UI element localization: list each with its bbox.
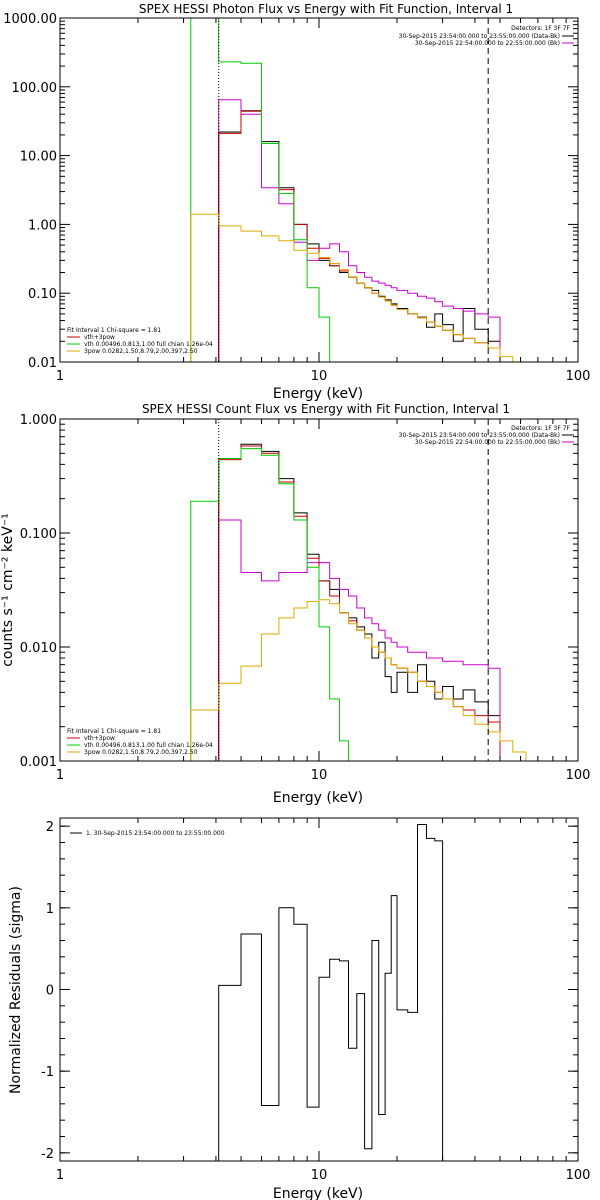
photon-flux-series-vth-0-00496-0-813-1-00-full-chian-1-26e-	[190, 17, 331, 362]
residuals-ytick-label: -1	[41, 1065, 54, 1080]
legend-detectors: Detectors: 1F 3F 7F	[511, 425, 570, 432]
residuals-xtick-label: 100	[566, 1168, 591, 1183]
photon-flux-series-vth-3pow	[218, 110, 501, 362]
legend-fit-interval: Fit Interval 1 Chi-square = 1.81	[67, 728, 161, 735]
residuals-xtick-label: 10	[311, 1168, 328, 1183]
legend-detectors: Detectors: 1F 3F 7F	[511, 25, 570, 32]
photon-flux-ticks: 1 10 100 0.01 0.10 1.00 10.00 100.00 1000.00	[3, 12, 590, 384]
legend-data-interval: 30-Sep-2015 23:54:00.000 to 23:55:00.000…	[399, 33, 560, 40]
photon-flux-ytick-label: 0.01	[28, 356, 57, 371]
count-flux-markers	[218, 419, 489, 761]
count-flux-ylabel: counts s⁻¹ cm⁻² keV⁻¹	[0, 513, 16, 667]
photon-flux-series-data	[218, 110, 501, 362]
count-flux-series-vth-3pow	[218, 445, 501, 761]
legend-pow-label: 3pow 0.0282,1.50,8.79,2.00,397,2.50	[84, 348, 198, 355]
photon-flux-xtick-label: 100	[566, 369, 591, 384]
legend-sum-label: vth+3pow	[84, 334, 115, 341]
count-flux-xtick-label: 10	[311, 768, 328, 783]
photon-flux-panel: SPEX HESSI Photon Flux vs Energy with Fi…	[3, 2, 590, 402]
photon-flux-ytick-label: 1000.00	[3, 12, 57, 27]
legend-data-interval: 30-Sep-2015 23:54:00.000 to 23:55:00.000…	[399, 432, 560, 439]
photon-flux-markers	[218, 18, 489, 362]
legend-vth-label: vth 0.00496,0.813,1.00 full chian 1.26e-…	[84, 742, 213, 749]
photon-flux-ytick-label: 1.00	[28, 218, 57, 233]
count-flux-ytick-label: 1.000	[20, 413, 57, 428]
residuals-ytick-label: 1	[46, 902, 54, 917]
residuals-xlabel: Energy (keV)	[273, 1186, 363, 1200]
residuals-ticks: 1 10 100 -2 -1 0 1 2	[41, 818, 590, 1183]
photon-flux-ytick-label: 0.10	[28, 287, 57, 302]
photon-flux-series-3pow-0-0282-1-50-8-79-2-00-397-2-50	[190, 213, 514, 362]
photon-flux-series	[190, 17, 514, 362]
count-flux-ytick-label: 0.001	[20, 755, 57, 770]
residuals-ytick-label: -2	[41, 1147, 54, 1162]
photon-flux-legend-bottomleft: Fit Interval 1 Chi-square = 1.81 vth+3po…	[67, 327, 213, 355]
legend-sum-label: vth+3pow	[84, 735, 115, 742]
count-flux-xlabel: Energy (keV)	[273, 790, 363, 806]
residuals-ylabel: Normalized Residuals (sigma)	[8, 886, 24, 1094]
photon-flux-ytick-label: 100.00	[12, 81, 58, 96]
count-flux-xtick-label: 1	[56, 768, 64, 783]
legend-pow-label: 3pow 0.0282,1.50,8.79,2.00,397,2.50	[84, 749, 198, 756]
count-flux-series-bk	[218, 519, 501, 761]
photon-flux-xtick-label: 1	[56, 369, 64, 384]
photon-flux-title: SPEX HESSI Photon Flux vs Energy with Fi…	[139, 2, 513, 16]
legend-vth-label: vth 0.00496,0.813,1.00 full chian 1.26e-…	[84, 341, 213, 348]
residuals-series-1-30-sep-2015-23-54-00-000-to-23-55-00-0	[218, 824, 444, 1161]
count-flux-xtick-label: 100	[566, 768, 591, 783]
residuals-xtick-label: 1	[56, 1168, 64, 1183]
legend-fit-interval: Fit Interval 1 Chi-square = 1.81	[67, 327, 161, 334]
count-flux-title: SPEX HESSI Count Flux vs Energy with Fit…	[142, 402, 510, 416]
legend-bk-interval: 30-Sep-2015 22:54:00.000 to 22:55:00.000…	[415, 439, 560, 446]
count-flux-legend-topright: Detectors: 1F 3F 7F 30-Sep-2015 23:54:00…	[399, 425, 574, 446]
count-flux-ytick-label: 0.010	[20, 641, 57, 656]
residuals-ytick-label: 0	[46, 984, 54, 999]
count-flux-ticks: 1 10 100 0.001 0.010 0.100 1.000	[20, 413, 591, 783]
count-flux-series-3pow-0-0282-1-50-8-79-2-00-397-2-50	[190, 599, 538, 762]
legend-bk-interval: 30-Sep-2015 22:54:00.000 to 22:55:00.000…	[415, 40, 560, 47]
photon-flux-legend-topright: Detectors: 1F 3F 7F 30-Sep-2015 23:54:00…	[399, 25, 574, 47]
count-flux-series-vth-0-00496-0-813-1-00-full-chian-1-26e-	[190, 448, 349, 761]
photon-flux-ytick-label: 10.00	[20, 150, 57, 165]
count-flux-series-data	[218, 443, 501, 761]
count-flux-ytick-label: 0.100	[20, 527, 57, 542]
photon-flux-xtick-label: 10	[311, 369, 328, 384]
residuals-panel: 1 10 100 -2 -1 0 1 2 Energy (keV) Normalized Re…	[8, 817, 590, 1200]
count-flux-series	[190, 443, 538, 762]
residuals-series	[218, 824, 444, 1161]
photon-flux-xlabel: Energy (keV)	[273, 386, 363, 402]
residuals-legend: 1. 30-Sep-2015 23:54:00.000 to 23:55:00.…	[70, 830, 225, 837]
residuals-legend-label: 1. 30-Sep-2015 23:54:00.000 to 23:55:00.…	[86, 830, 225, 837]
residuals-ytick-label: 2	[46, 820, 54, 835]
count-flux-panel: SPEX HESSI Count Flux vs Energy with Fit…	[0, 402, 590, 806]
count-flux-legend-bottomleft: Fit Interval 1 Chi-square = 1.81 vth+3po…	[67, 728, 213, 756]
